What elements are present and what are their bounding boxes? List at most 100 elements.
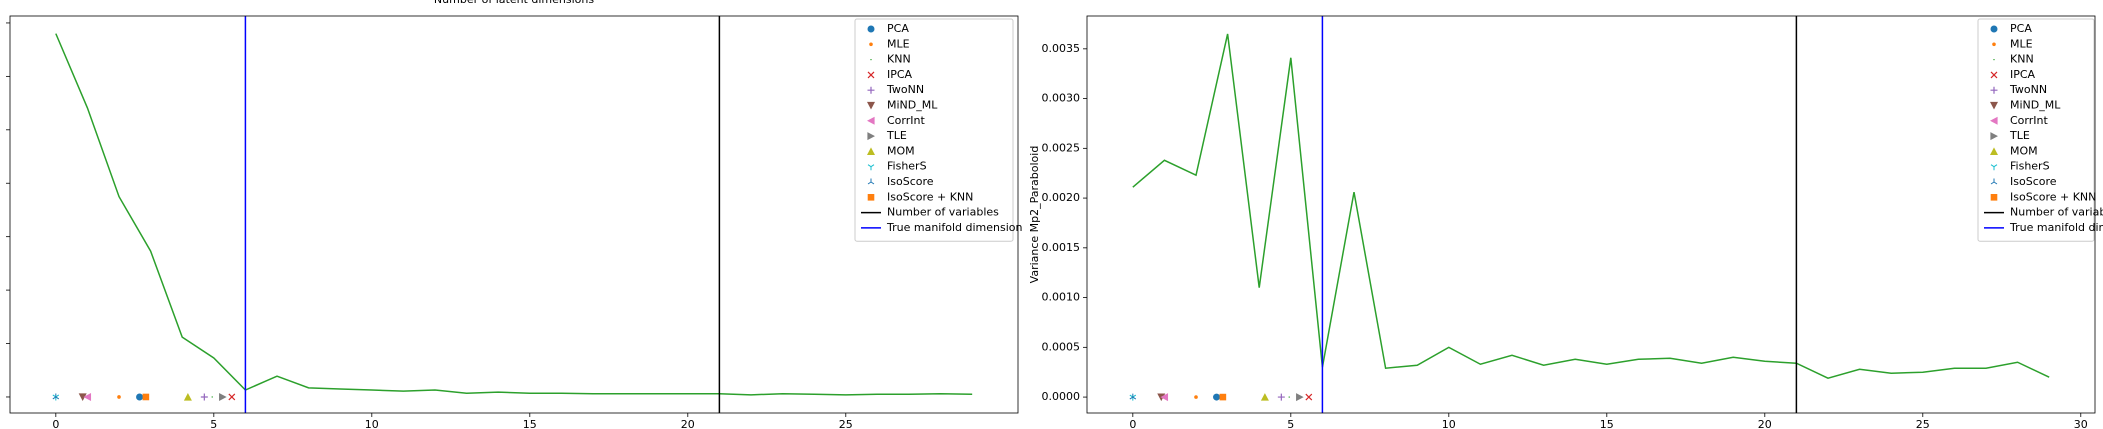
x-tick-label: 25 xyxy=(839,418,853,429)
marker xyxy=(867,71,875,79)
marker xyxy=(867,178,875,185)
marker xyxy=(117,395,121,399)
marker xyxy=(1990,101,1998,110)
marker xyxy=(183,392,192,401)
y-tick-label: 0.0000 xyxy=(1042,390,1081,403)
y-tick-label: 0.0015 xyxy=(1042,241,1081,254)
marker xyxy=(219,392,227,401)
y-tick-label: 0.0035 xyxy=(1042,42,1081,55)
y-axis-label: Variance Mp2_Paraboloid xyxy=(1028,146,1041,284)
marker xyxy=(1990,164,1998,171)
marker xyxy=(83,392,92,401)
marker xyxy=(867,101,875,110)
marker xyxy=(1160,393,1169,402)
legend-label: FisherS xyxy=(887,160,927,173)
legend-label: True manifold dimension xyxy=(2009,221,2103,234)
legend-label: MLE xyxy=(2010,37,2033,50)
marker xyxy=(1305,393,1313,401)
x-tick-label: 30 xyxy=(2074,418,2088,429)
marker xyxy=(867,164,875,171)
marker xyxy=(1990,71,1998,79)
marker xyxy=(1990,147,1998,155)
marker xyxy=(1219,393,1227,401)
legend-label: MOM xyxy=(887,144,915,157)
legend-label: KNN xyxy=(2010,53,2034,66)
marker xyxy=(136,393,144,401)
x-tick-label: 0 xyxy=(1129,418,1136,429)
marker xyxy=(1277,393,1285,401)
legend-box xyxy=(854,18,1014,242)
legend-label: CorrInt xyxy=(2010,114,2048,127)
legend-label: MiND_ML xyxy=(887,99,938,112)
x-tick-label: 20 xyxy=(1758,418,1772,429)
marker xyxy=(1992,42,1996,47)
legend-label: FisherS xyxy=(2010,160,2050,173)
marker xyxy=(870,59,872,61)
marker xyxy=(78,393,87,401)
marker xyxy=(1990,132,1998,141)
legend-label: PCA xyxy=(2010,22,2032,35)
legend-label: TwoNN xyxy=(2009,83,2047,96)
legend-label: MLE xyxy=(887,37,910,50)
data-line xyxy=(1132,33,2050,379)
x-tick-label: 10 xyxy=(1442,418,1456,429)
axes-frame xyxy=(1086,15,2096,414)
marker xyxy=(52,393,60,400)
marker xyxy=(1129,393,1137,400)
x-tick-label: 0 xyxy=(52,418,59,429)
legend-label: True manifold dimension xyxy=(886,221,1022,234)
y-tick-label: 0.0010 xyxy=(1042,291,1081,304)
marker xyxy=(228,393,236,401)
chart-title: Number of latent dimensions xyxy=(434,0,594,6)
marker xyxy=(867,25,875,33)
legend-label: Number of variables xyxy=(887,206,999,219)
y-tick-label: 0.0025 xyxy=(1042,141,1081,154)
legend-label: TLE xyxy=(2009,129,2030,142)
legend-label: PCA xyxy=(887,22,909,35)
x-tick-label: 25 xyxy=(1916,418,1930,429)
y-tick-label: 0.0030 xyxy=(1042,92,1081,105)
marker xyxy=(1288,396,1290,398)
marker xyxy=(867,147,875,155)
legend-label: Number of variables xyxy=(2010,206,2103,219)
legend-label: KNN xyxy=(887,53,911,66)
axes-frame xyxy=(9,15,1019,414)
legend-label: IsoScore xyxy=(2010,175,2057,188)
marker xyxy=(1990,194,1998,201)
legend-label: IPCA xyxy=(2010,68,2036,81)
marker xyxy=(869,42,873,47)
legend-label: TwoNN xyxy=(886,83,924,96)
x-tick-label: 5 xyxy=(1287,418,1294,429)
legend-label: MiND_ML xyxy=(2010,99,2061,112)
x-tick-label: 5 xyxy=(210,418,217,429)
legend-label: TLE xyxy=(886,129,907,142)
data-line xyxy=(55,33,973,396)
marker xyxy=(867,116,875,125)
legend-label: IsoScore + KNN xyxy=(887,190,973,203)
marker xyxy=(1213,393,1221,401)
marker xyxy=(867,132,875,141)
marker xyxy=(1990,25,1998,33)
marker xyxy=(1990,178,1998,185)
y-tick-label: 0.0005 xyxy=(1042,340,1081,353)
marker xyxy=(1260,393,1269,401)
legend-label: IsoScore xyxy=(887,175,934,188)
legend-label: IsoScore + KNN xyxy=(2010,190,2096,203)
y-tick-label: 0.0020 xyxy=(1042,191,1081,204)
marker xyxy=(200,393,208,401)
marker xyxy=(1194,395,1198,399)
marker xyxy=(142,393,150,401)
legend-label: IPCA xyxy=(887,68,913,81)
x-tick-label: 15 xyxy=(523,418,537,429)
marker xyxy=(1296,393,1304,402)
legend-label: MOM xyxy=(2010,144,2038,157)
marker xyxy=(867,86,875,94)
marker xyxy=(1993,59,1995,61)
legend-label: CorrInt xyxy=(887,114,925,127)
x-tick-label: 15 xyxy=(1600,418,1614,429)
marker xyxy=(867,194,875,201)
legend-box xyxy=(1977,18,2095,242)
marker xyxy=(1990,116,1998,125)
